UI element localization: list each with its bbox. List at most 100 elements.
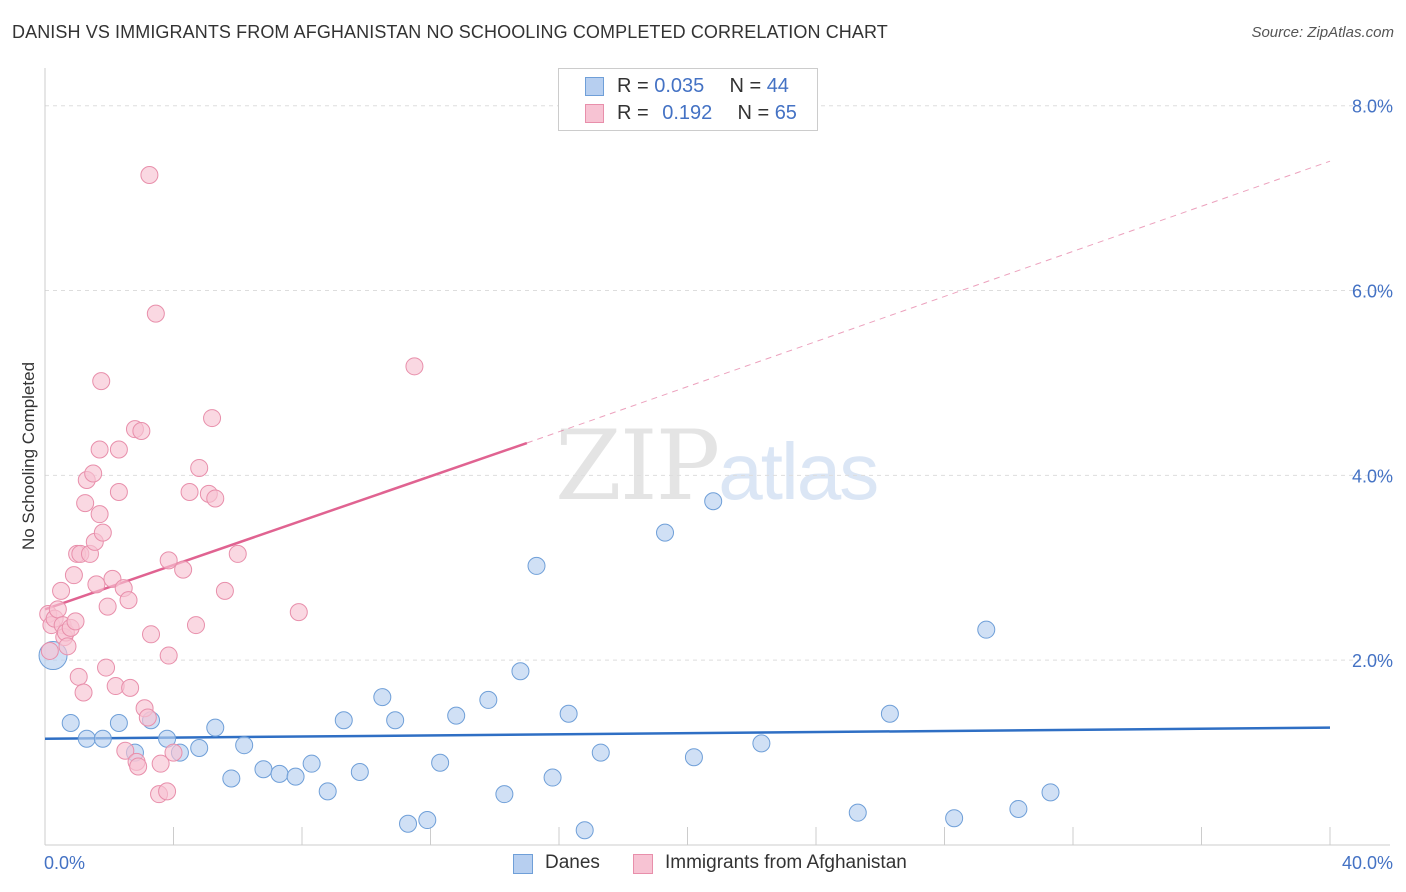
point-danes-16 <box>302 754 321 773</box>
correlation-legend: R = 0.035 N = 44 R = 0.192 N = 65 <box>558 68 818 131</box>
point-danes-28 <box>511 662 530 681</box>
point-danes-20 <box>373 688 392 707</box>
point-danes-21 <box>386 711 405 730</box>
point-danes-13 <box>254 760 273 779</box>
series-label-danes: Danes <box>545 852 600 873</box>
legend-danes-n-label: N = <box>729 75 762 97</box>
point-afghan-27 <box>97 658 116 677</box>
x-tick-label-0: 0.0% <box>44 853 85 873</box>
point-afghan-40 <box>132 422 151 441</box>
point-afghan-50 <box>159 646 178 665</box>
point-danes-15 <box>286 767 305 786</box>
point-afghan-9 <box>58 637 77 656</box>
point-afghan-24 <box>90 440 109 459</box>
point-afghan-4 <box>48 600 67 619</box>
point-afghan-1 <box>40 641 59 660</box>
watermark: ZIPatlas <box>555 410 879 522</box>
point-afghan-23 <box>90 505 109 524</box>
point-afghan-14 <box>69 667 88 686</box>
grid-lines <box>45 105 1390 661</box>
point-danes-14 <box>270 764 289 783</box>
point-afghan-62 <box>405 357 424 376</box>
legend-afghan-n-value: 65 <box>774 102 797 124</box>
legend-danes-r-value: 0.035 <box>654 75 705 97</box>
legend-swatch-danes <box>585 77 604 96</box>
y-tick-label-6: 6.0% <box>1352 282 1393 302</box>
point-danes-3 <box>93 729 112 748</box>
point-afghan-28 <box>98 597 117 616</box>
point-danes-23 <box>418 811 437 830</box>
point-afghan-42 <box>138 708 157 727</box>
point-danes-30 <box>543 768 562 787</box>
point-danes-31 <box>559 704 578 723</box>
point-afghan-58 <box>206 489 225 508</box>
source-label: Source: ZipAtlas.com <box>1251 24 1394 41</box>
point-danes-27 <box>495 785 514 804</box>
point-danes-37 <box>752 734 771 753</box>
legend-afghan-r-label: R = <box>617 102 649 124</box>
point-danes-29 <box>527 556 546 575</box>
point-danes-39 <box>880 704 899 723</box>
axes <box>44 68 1390 846</box>
point-afghan-12 <box>66 612 85 631</box>
watermark-zip: ZIP <box>555 410 720 522</box>
point-afghan-48 <box>158 782 177 801</box>
point-afghan-61 <box>289 603 308 622</box>
point-afghan-59 <box>215 581 234 600</box>
point-afghan-34 <box>116 741 135 760</box>
point-afghan-43 <box>140 166 159 185</box>
point-danes-40 <box>945 809 964 828</box>
trend-line-danes <box>44 726 1331 740</box>
point-danes-18 <box>334 711 353 730</box>
point-danes-36 <box>704 492 723 511</box>
point-danes-33 <box>591 743 610 762</box>
x-tick-label-40: 40.0% <box>1342 853 1393 873</box>
point-afghan-35 <box>119 591 138 610</box>
series-legend: Danes Immigrants from Afghanistan <box>0 852 1406 878</box>
point-afghan-11 <box>64 566 83 585</box>
point-afghan-53 <box>180 482 199 501</box>
point-danes-9 <box>190 738 209 757</box>
point-afghan-22 <box>87 575 106 594</box>
point-afghan-51 <box>164 743 183 762</box>
point-afghan-47 <box>151 754 170 773</box>
point-danes-42 <box>1009 799 1028 818</box>
point-danes-2 <box>77 729 96 748</box>
series-swatch-danes <box>513 854 533 874</box>
point-afghan-44 <box>142 625 161 644</box>
point-afghan-20 <box>84 464 103 483</box>
point-afghan-25 <box>92 372 111 391</box>
y-axis-label: No Schooling Completed <box>19 362 38 550</box>
point-danes-32 <box>575 821 594 840</box>
point-afghan-49 <box>159 551 178 570</box>
point-danes-17 <box>318 782 337 801</box>
chart-title: DANISH VS IMMIGRANTS FROM AFGHANISTAN NO… <box>12 22 888 42</box>
point-afghan-39 <box>129 757 148 776</box>
point-afghan-32 <box>109 440 128 459</box>
legend-afghan-r-value: 0.192 <box>662 102 713 124</box>
point-danes-41 <box>977 620 996 639</box>
point-danes-1 <box>61 714 80 733</box>
tick-labels: 2.0% 4.0% 6.0% 8.0% 0.0% 40.0% <box>44 97 1393 873</box>
point-afghan-54 <box>186 616 205 635</box>
series-label-afghan: Immigrants from Afghanistan <box>665 852 907 873</box>
point-afghan-45 <box>146 304 165 323</box>
point-danes-4 <box>109 714 128 733</box>
point-danes-10 <box>206 718 225 737</box>
point-afghan-17 <box>76 494 95 513</box>
trend-lines <box>44 160 1331 740</box>
point-afghan-36 <box>121 678 140 697</box>
legend-swatch-afghan <box>585 104 604 123</box>
point-afghan-16 <box>74 683 93 702</box>
watermark-atlas: atlas <box>718 427 879 516</box>
point-afghan-55 <box>190 458 209 477</box>
point-danes-25 <box>447 706 466 725</box>
point-danes-11 <box>222 769 241 788</box>
legend-text-danes: R = 0.035 N = 44 <box>617 75 789 98</box>
point-afghan-26 <box>93 523 112 542</box>
point-afghan-52 <box>174 560 193 579</box>
data-points <box>38 166 1060 840</box>
series-swatch-afghan <box>633 854 653 874</box>
legend-afghan-n-label: N = <box>737 102 770 124</box>
